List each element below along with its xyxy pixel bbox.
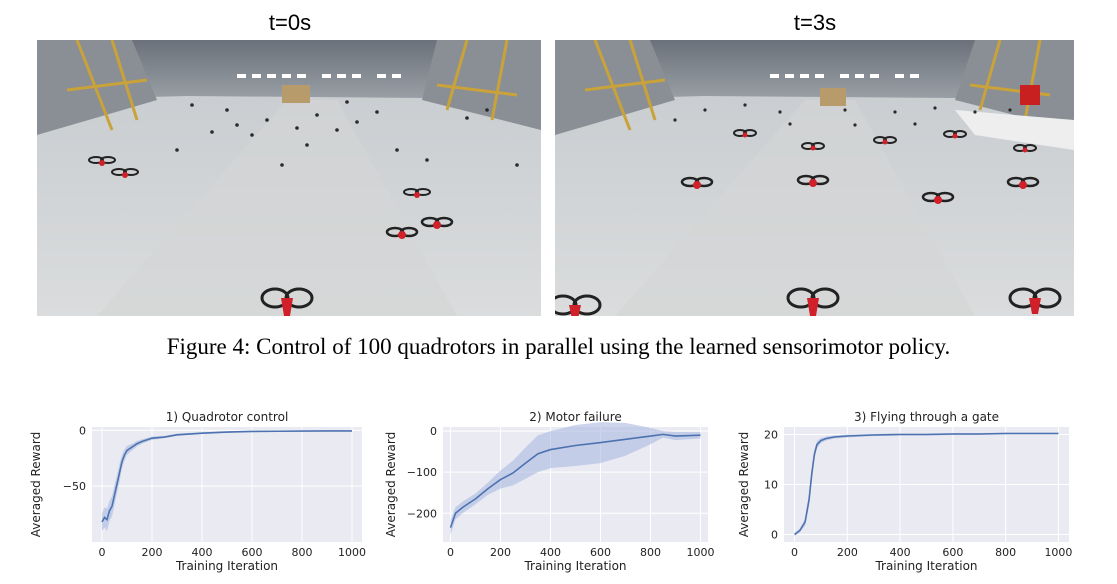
reward-line [101, 430, 352, 523]
x-tick-label: 600 [242, 546, 263, 559]
x-tick-label: 200 [142, 546, 163, 559]
confidence-band [794, 432, 1059, 536]
reward-line [794, 432, 1059, 536]
chart-motor-failure: 0 200 400 600 800 1000 0 −100 −200 2) Motor failu… [384, 405, 720, 573]
x-tick-label: 0 [99, 546, 106, 559]
x-tick-label: 400 [192, 546, 213, 559]
simulation-image-t3 [555, 40, 1074, 316]
figure-caption: Figure 4: Control of 100 quadrotors in p… [166, 334, 951, 359]
y-tick-label: 0 [430, 425, 437, 438]
x-tick-label: 1000 [687, 546, 715, 559]
chart-title: 1) Quadrotor control [166, 410, 289, 424]
x-tick-label: 200 [490, 546, 511, 559]
x-tick-label: 1000 [338, 546, 366, 559]
x-tick-label: 600 [590, 546, 611, 559]
panel-title-left: t=0s [268, 10, 312, 35]
simulation-image-t0 [37, 40, 541, 316]
y-tick-label: 0 [771, 529, 778, 542]
x-axis-label: Training Iteration [523, 559, 626, 573]
x-axis-label: Training Iteration [175, 559, 278, 573]
x-tick-label: 0 [791, 546, 798, 559]
y-axis-label: Averaged Reward [737, 432, 751, 537]
x-axis-label: Training Iteration [874, 559, 977, 573]
y-axis-label: Averaged Reward [384, 432, 398, 537]
y-tick-label: 0 [79, 424, 86, 437]
x-tick-label: 800 [640, 546, 661, 559]
confidence-band [450, 422, 701, 536]
x-tick-label: 200 [837, 546, 858, 559]
panel-title-right: t=3s [793, 10, 837, 35]
y-axis-label: Averaged Reward [29, 432, 43, 537]
x-tick-label: 800 [995, 546, 1016, 559]
x-tick-label: 400 [540, 546, 561, 559]
y-tick-label: −50 [63, 480, 86, 493]
x-tick-label: 400 [890, 546, 911, 559]
x-tick-label: 600 [942, 546, 963, 559]
x-tick-label: 0 [447, 546, 454, 559]
y-tick-label: 10 [764, 479, 778, 492]
y-tick-label: −100 [407, 466, 437, 479]
chart-quadrotor-control: 0 200 400 600 800 1000 0 −50 1) Quadrotor contro… [29, 405, 375, 573]
chart-title: 3) Flying through a gate [854, 410, 999, 424]
x-tick-label: 1000 [1044, 546, 1072, 559]
reward-line [449, 433, 701, 528]
y-tick-label: −200 [407, 507, 437, 520]
chart-flying-through-gate: 0 200 400 600 800 1000 20 10 0 3) Flying through … [737, 405, 1078, 573]
chart-title: 2) Motor failure [529, 410, 622, 424]
x-tick-label: 800 [292, 546, 313, 559]
y-tick-label: 20 [764, 429, 778, 442]
